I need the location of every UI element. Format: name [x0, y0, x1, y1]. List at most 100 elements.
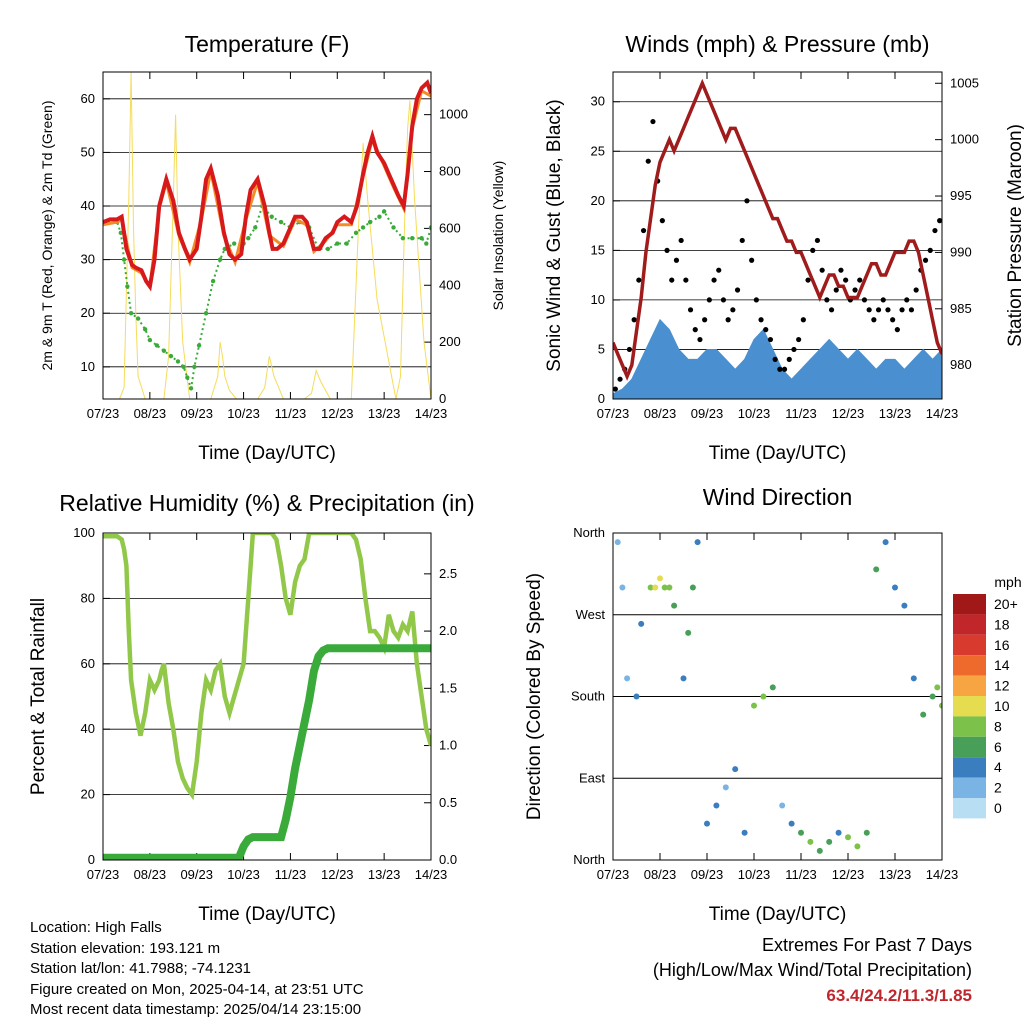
gust-point — [880, 297, 886, 303]
gust-point — [875, 307, 882, 313]
gust-point — [838, 267, 844, 273]
direction-point — [882, 539, 889, 546]
colorbar-swatch — [953, 634, 986, 656]
x-tick-label: 11/23 — [785, 867, 817, 882]
gust-point — [664, 247, 670, 253]
direction-point — [920, 711, 927, 718]
y-axis-label: Sonic Wind & Gust (Blue, Black) — [544, 99, 565, 371]
y-tick-label: 30 — [81, 252, 95, 267]
x-tick-label: 07/23 — [597, 867, 630, 882]
station-info: Location: High Falls Station elevation: … — [30, 918, 364, 1021]
dewpoint-point — [325, 246, 331, 252]
colorbar-label: 14 — [994, 657, 1010, 673]
y2-tick-label: 1005 — [950, 75, 979, 90]
temp-9m-line — [103, 88, 431, 291]
x-tick-label: 12/23 — [832, 867, 865, 882]
gust-point — [890, 317, 896, 323]
x-tick-label: 14/23 — [415, 867, 448, 882]
direction-point — [760, 693, 767, 700]
y2-axis-label: Solar Insolation (Yellow) — [490, 161, 506, 311]
gust-point — [805, 277, 811, 283]
gust-point — [894, 327, 900, 333]
extremes-subtitle: (High/Low/Max Wind/Total Precipitation) — [652, 960, 972, 980]
extremes-values: 63.4/24.2/11.3/1.85 — [826, 986, 972, 1005]
gust-point — [791, 346, 797, 353]
colorbar-label: 0 — [994, 800, 1002, 816]
y-tick-label: North — [573, 852, 605, 867]
gust-point — [734, 287, 741, 293]
direction-point — [751, 702, 757, 709]
gust-point — [781, 366, 788, 372]
direction-point — [845, 834, 851, 841]
solar-insolation-line — [118, 72, 431, 399]
y2-tick-label: 400 — [439, 277, 461, 292]
plot-frame — [612, 71, 943, 400]
x-axis-label: Time (Day/UTC) — [709, 904, 847, 925]
colorbar-title: mph — [994, 574, 1021, 590]
direction-point — [638, 620, 645, 627]
gust-point — [673, 257, 680, 263]
y2-tick-label: 600 — [439, 220, 461, 235]
station-latlon: Station lat/lon: 41.7988; -74.1231 — [30, 960, 252, 977]
y-tick-label: 15 — [591, 242, 605, 257]
gust-point — [927, 247, 933, 253]
colorbar-swatch — [953, 757, 986, 778]
gust-point — [828, 307, 835, 313]
colorbar-label: 12 — [994, 678, 1010, 694]
gust-point — [617, 376, 623, 382]
sonic-wind-area — [613, 318, 942, 399]
direction-point — [732, 766, 739, 773]
plot-frame — [102, 532, 432, 861]
direction-point — [722, 784, 729, 791]
colorbar-label: 18 — [994, 616, 1010, 632]
direction-point — [779, 802, 786, 809]
plot-area — [103, 533, 431, 860]
direction-point — [835, 829, 842, 836]
y2-tick-label: 1000 — [950, 132, 979, 147]
direction-point — [661, 584, 668, 591]
direction-point — [633, 693, 640, 700]
x-tick-label: 10/23 — [227, 867, 260, 882]
colorbar-label: 8 — [994, 718, 1002, 734]
x-tick-label: 10/23 — [738, 406, 771, 421]
extremes-box: Extremes For Past 7 Days (High/Low/Max W… — [653, 933, 972, 1008]
plot-area — [613, 78, 942, 399]
y-axis-label: 2m & 9m T (Red, Orange) & 2m Td (Green) — [39, 101, 55, 371]
gust-point — [640, 227, 647, 234]
direction-point — [713, 802, 720, 809]
plot-frame — [612, 532, 943, 861]
gust-point — [866, 307, 872, 313]
x-tick-label: 14/23 — [415, 406, 448, 421]
precipitation-line — [103, 644, 431, 860]
colorbar-swatch — [953, 594, 986, 615]
y-tick-label: North — [573, 525, 605, 540]
direction-point — [657, 575, 663, 582]
x-tick-label: 14/23 — [926, 406, 959, 421]
x-tick-label: 10/23 — [738, 867, 771, 882]
panel-title: Relative Humidity (%) & Precipitation (i… — [59, 490, 474, 516]
gust-point — [800, 317, 806, 323]
x-tick-label: 08/23 — [644, 406, 677, 421]
y-tick-label: 20 — [81, 305, 95, 320]
gust-point — [678, 237, 684, 244]
gust-point — [885, 307, 891, 313]
plot-area — [103, 72, 431, 399]
direction-point — [624, 675, 631, 682]
gust-point — [725, 317, 731, 323]
gust-point — [730, 307, 736, 313]
y-tick-label: 100 — [73, 525, 95, 540]
x-tick-label: 09/23 — [691, 406, 724, 421]
colorbar-swatch — [953, 614, 986, 635]
y2-tick-label: 1.0 — [439, 738, 457, 753]
gust-point — [824, 297, 830, 303]
direction-point — [689, 584, 696, 591]
y-tick-label: 20 — [591, 193, 605, 208]
gust-point — [753, 297, 759, 303]
y-tick-label: 10 — [81, 359, 95, 374]
direction-point — [614, 539, 621, 546]
direction-point — [769, 684, 776, 691]
y-tick-label: 40 — [81, 721, 95, 736]
gust-point — [749, 257, 755, 263]
gust-point — [777, 366, 783, 372]
gust-point — [763, 327, 769, 333]
